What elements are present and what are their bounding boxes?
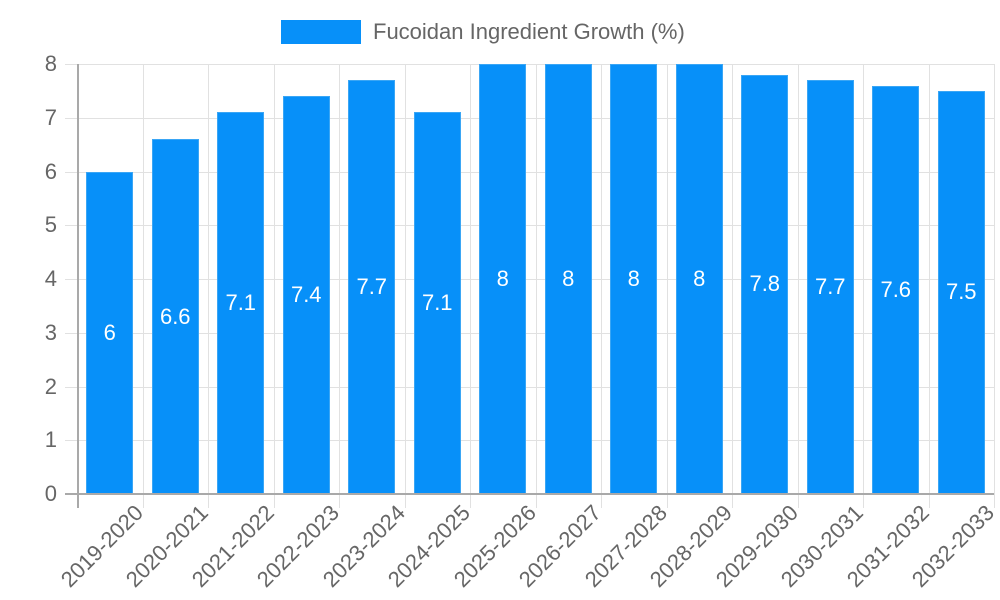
y-tick-label: 2 bbox=[44, 373, 57, 399]
y-tick-label: 5 bbox=[44, 212, 57, 238]
bar[interactable] bbox=[544, 64, 592, 494]
legend-swatch bbox=[281, 20, 361, 44]
bar[interactable] bbox=[610, 64, 658, 494]
y-tick-label: 6 bbox=[44, 158, 57, 184]
bar-value-label: 8 bbox=[627, 266, 640, 291]
gridline-vertical bbox=[404, 64, 406, 508]
bar-value-label: 7.4 bbox=[290, 282, 322, 308]
y-tick-label: 7 bbox=[44, 104, 57, 130]
bar[interactable] bbox=[413, 112, 461, 494]
gridline-horizontal bbox=[65, 279, 994, 280]
gridline-horizontal bbox=[65, 117, 994, 119]
gridline-horizontal bbox=[65, 440, 994, 442]
y-tick-label: 3 bbox=[44, 319, 57, 345]
gridline-vertical bbox=[601, 64, 602, 508]
x-axis bbox=[65, 493, 994, 495]
bar[interactable] bbox=[282, 96, 330, 494]
gridline-horizontal bbox=[65, 225, 994, 227]
bar-value-label: 7.1 bbox=[225, 290, 257, 316]
gridline-horizontal bbox=[65, 64, 994, 65]
bar[interactable] bbox=[151, 139, 199, 494]
bar-value-label: 8 bbox=[693, 266, 706, 291]
gridline-vertical bbox=[535, 64, 537, 508]
y-axis bbox=[77, 64, 79, 508]
bar-value-label: 7.5 bbox=[945, 279, 977, 305]
gridline-horizontal bbox=[65, 171, 994, 173]
gridline-vertical bbox=[928, 64, 930, 508]
gridline-vertical bbox=[470, 64, 471, 508]
y-tick-label: 0 bbox=[44, 481, 57, 506]
bar-value-label: 7.7 bbox=[814, 274, 846, 300]
gridline-vertical bbox=[339, 64, 340, 508]
bar-value-label: 7.7 bbox=[356, 274, 388, 300]
y-tick-label: 1 bbox=[44, 427, 57, 453]
bar[interactable] bbox=[741, 74, 789, 494]
bar-value-label: 7.1 bbox=[421, 290, 453, 316]
bar[interactable] bbox=[86, 171, 134, 494]
gridline-horizontal bbox=[65, 332, 994, 334]
gridline-vertical bbox=[142, 64, 144, 508]
bar[interactable] bbox=[479, 64, 527, 494]
gridline-vertical bbox=[994, 64, 995, 508]
bar-value-label: 6.6 bbox=[159, 303, 191, 329]
bar-value-label: 7.6 bbox=[880, 276, 912, 302]
bar[interactable] bbox=[872, 85, 920, 494]
gridline-vertical bbox=[666, 64, 668, 508]
bar[interactable] bbox=[217, 112, 265, 494]
bar-value-label: 8 bbox=[496, 266, 509, 291]
chart-legend[interactable]: Fucoidan Ingredient Growth (%) bbox=[281, 19, 685, 45]
bar-value-label: 8 bbox=[562, 266, 575, 291]
y-tick-label: 8 bbox=[44, 51, 57, 76]
y-tick-label: 4 bbox=[44, 266, 57, 291]
gridline-vertical bbox=[863, 64, 864, 508]
bar-value-label: 6 bbox=[103, 319, 116, 345]
bar[interactable] bbox=[937, 90, 985, 494]
gridline-vertical bbox=[797, 64, 799, 508]
bar[interactable] bbox=[675, 64, 723, 494]
plot-area: 0 1 2 3 4 5 6 7 8 6 6.6 7.1 7.4 7.7 7.1 8 8 8 8 7.8 7.7 7.6 7.… bbox=[45, 53, 995, 508]
gridline-horizontal bbox=[65, 386, 994, 388]
gridline-vertical bbox=[208, 64, 209, 508]
legend-label: Fucoidan Ingredient Growth (%) bbox=[373, 19, 685, 44]
bar[interactable] bbox=[806, 80, 854, 494]
bar[interactable] bbox=[348, 80, 396, 494]
gridline-vertical bbox=[273, 64, 275, 508]
bar-value-label: 7.8 bbox=[749, 271, 781, 297]
gridline-vertical bbox=[732, 64, 733, 508]
